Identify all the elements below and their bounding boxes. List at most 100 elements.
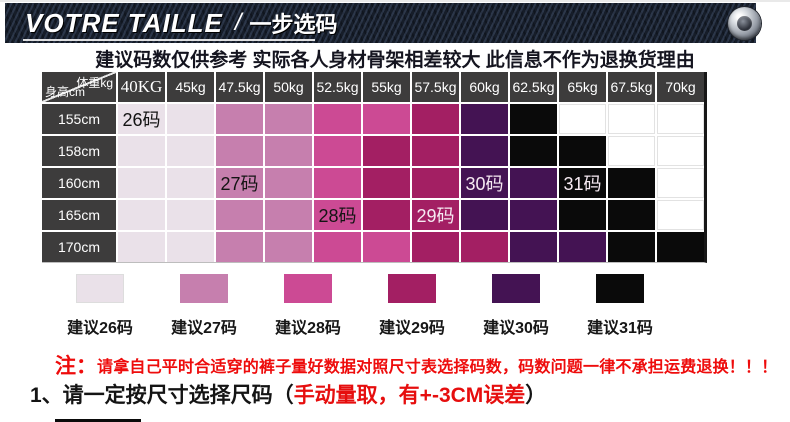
size-table: 体重kg 身高cm 40KG 45kg 47.5kg 50kg 52.5kg 55kg 57… — [42, 72, 707, 263]
weight-header: 45kg — [167, 72, 214, 102]
size-cell-27 — [265, 200, 312, 230]
size-cell-29 — [363, 200, 410, 230]
size-cell-30 — [461, 200, 508, 230]
size-cell-31 — [510, 104, 557, 134]
weight-header: 55kg — [363, 72, 410, 102]
size-cell-27 — [216, 200, 263, 230]
note-line-2: 1、请一定按尺寸选择尺码（手动量取，有+-3CM误差） — [30, 379, 546, 409]
size-cell-31 — [608, 168, 655, 198]
size-cell-26: 26码 — [118, 104, 165, 134]
size-cell-30 — [510, 232, 557, 262]
legend-item: 建议28码 — [256, 274, 360, 338]
size-cell-31 — [510, 136, 557, 166]
weight-header: 40KG — [118, 72, 165, 102]
corner-weight-label: 体重kg — [76, 76, 113, 90]
size-cell-29: 29码 — [412, 200, 459, 230]
legend-label: 建议26码 — [67, 320, 133, 337]
size-cell-30 — [461, 104, 508, 134]
size-cell-28 — [314, 168, 361, 198]
next-section-top-edge — [55, 419, 141, 422]
size-cell-27 — [265, 104, 312, 134]
title-chinese: 一步选码 — [249, 12, 338, 37]
title-separator: / — [234, 9, 242, 36]
weight-header: 62.5kg — [510, 72, 557, 102]
size-cell-31 — [657, 232, 704, 262]
size-cell-26 — [167, 232, 214, 262]
size-cell-30 — [510, 200, 557, 230]
size-label: 26码 — [122, 110, 161, 130]
size-cell-28 — [314, 104, 361, 134]
size-label: 27码 — [220, 174, 259, 194]
size-cell-31 — [559, 200, 606, 230]
corner-height-label: 身高cm — [45, 85, 85, 99]
weight-header: 57.5kg — [412, 72, 459, 102]
weight-header: 65kg — [559, 72, 606, 102]
size-cell-26 — [118, 200, 165, 230]
size-cell-26 — [118, 168, 165, 198]
size-cell-26 — [118, 232, 165, 262]
size-cell-30: 30码 — [461, 168, 508, 198]
disclaimer-subtitle: 建议码数仅供参考 实际各人身材骨架相差较大 此信息不作为退换货理由 — [95, 50, 695, 71]
size-cell-28 — [314, 232, 361, 262]
height-header: 155cm — [42, 104, 116, 134]
header-banner: VOTRE TAILLE / 一步选码 — [5, 3, 761, 43]
size-cell-27 — [265, 136, 312, 166]
title-french: VOTRE TAILLE — [25, 7, 223, 38]
size-cell-29 — [363, 136, 410, 166]
size-cell-28 — [363, 104, 410, 134]
size-cell-empty — [657, 168, 704, 198]
legend-swatch — [180, 274, 228, 303]
legend-swatch — [492, 274, 540, 303]
size-cell-30 — [510, 168, 557, 198]
note2-red-text: 手动量取，有+-3CM误差 — [293, 384, 526, 407]
height-header: 160cm — [42, 168, 116, 198]
note-prefix: 注： — [55, 355, 97, 378]
size-cell-27 — [216, 232, 263, 262]
size-cell-27: 27码 — [216, 168, 263, 198]
legend-item: 建议27码 — [152, 274, 256, 338]
legend-swatch — [284, 274, 332, 303]
top-divider — [0, 0, 790, 2]
note-text: 请拿自己平时合适穿的裤子量好数据对照尺寸表选择码数，码数问题一律不承担运费退换！… — [97, 359, 778, 376]
size-cell-27 — [265, 168, 312, 198]
size-cell-29 — [412, 104, 459, 134]
note2-black-close: ） — [525, 384, 547, 407]
size-cell-30 — [559, 232, 606, 262]
size-cell-28 — [314, 136, 361, 166]
weight-header: 67.5kg — [608, 72, 655, 102]
title-underline — [23, 39, 315, 41]
size-label: 31码 — [563, 174, 602, 194]
corner-cell: 体重kg 身高cm — [42, 72, 116, 102]
height-header: 158cm — [42, 136, 116, 166]
size-cell-27 — [216, 104, 263, 134]
legend-swatch — [388, 274, 436, 303]
size-label: 29码 — [416, 206, 455, 226]
weight-header: 50kg — [265, 72, 312, 102]
note2-black-open: 1、请一定按尺寸选择尺码（ — [30, 384, 294, 407]
size-cell-29 — [412, 168, 459, 198]
legend-item: 建议30码 — [464, 274, 568, 338]
size-cell-empty — [559, 104, 606, 134]
note-line-1: 注：请拿自己平时合适穿的裤子量好数据对照尺寸表选择码数，码数问题一律不承担运费退… — [55, 350, 777, 380]
size-cell-30 — [461, 136, 508, 166]
weight-header: 52.5kg — [314, 72, 361, 102]
legend: 建议26码 建议27码 建议28码 建议29码 建议30码 建议31码 — [48, 274, 688, 338]
legend-item: 建议31码 — [568, 274, 672, 338]
size-cell-29 — [363, 168, 410, 198]
weight-header: 60kg — [461, 72, 508, 102]
jeans-button-icon — [728, 7, 761, 40]
size-cell-29 — [412, 136, 459, 166]
legend-label: 建议30码 — [483, 320, 549, 337]
size-cell-31 — [559, 136, 606, 166]
size-cell-empty — [608, 104, 655, 134]
size-cell-26 — [167, 168, 214, 198]
weight-header: 70kg — [657, 72, 704, 102]
height-header: 170cm — [42, 232, 116, 262]
size-cell-27 — [265, 232, 312, 262]
legend-label: 建议28码 — [275, 320, 341, 337]
size-cell-31 — [608, 232, 655, 262]
legend-swatch — [596, 274, 644, 303]
legend-label: 建议31码 — [587, 320, 653, 337]
size-cell-empty — [657, 136, 704, 166]
